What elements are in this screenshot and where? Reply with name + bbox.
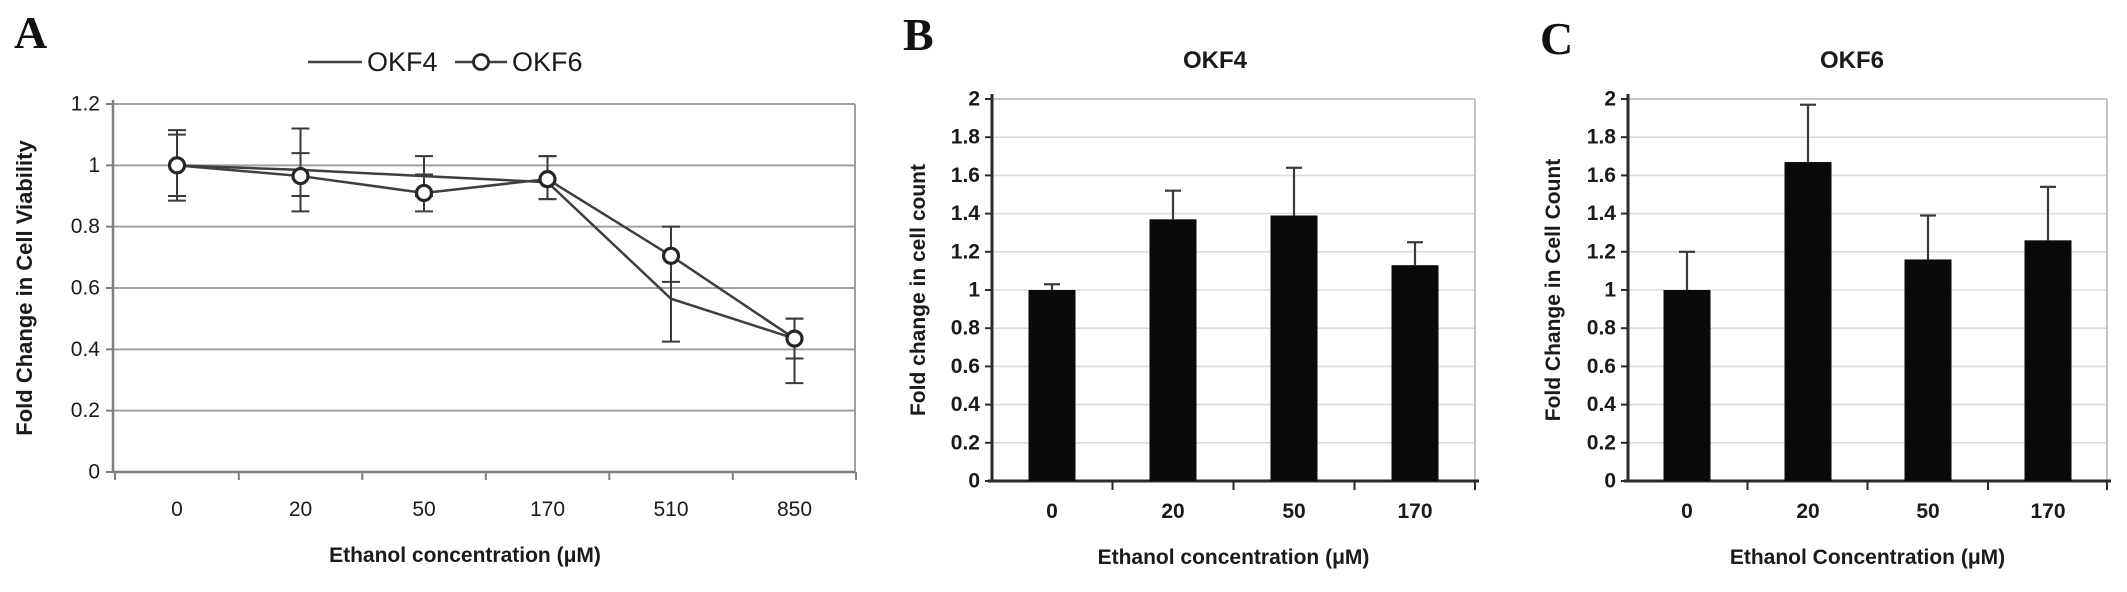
panel-b-letter: B (903, 9, 934, 60)
y-tick-label: 1.6 (951, 164, 980, 187)
x-tick-label: 850 (777, 498, 812, 521)
panel-c-letter: C (1540, 13, 1574, 64)
y-tick-label: 0.6 (951, 355, 980, 378)
chart-title: OKF4 (1183, 47, 1248, 74)
y-tick-label: 1.6 (1587, 164, 1616, 187)
y-tick-label: 1 (968, 279, 980, 302)
y-tick-label: 1.4 (1587, 202, 1617, 225)
bar (2024, 240, 2072, 481)
y-axis-title: Fold Change in Cell Viability (12, 140, 37, 436)
legend-okf6-label: OKF6 (512, 47, 583, 77)
legend: OKF4 OKF6 (308, 47, 583, 77)
bar (1904, 259, 1952, 481)
y-tick-label: 0 (968, 470, 980, 493)
y-tick-label: 0.2 (951, 431, 980, 454)
y-tick-label: 0.8 (71, 215, 100, 238)
data-point-marker (538, 170, 557, 189)
y-tick-label: 1.8 (1587, 126, 1617, 149)
legend-okf4-label: OKF4 (367, 47, 438, 77)
y-tick-label: 0.2 (71, 399, 100, 422)
x-tick-label: 20 (1796, 500, 1819, 523)
y-tick-label: 1.2 (951, 240, 980, 263)
series-line (176, 164, 795, 340)
y-tick-label: 0.4 (951, 393, 981, 416)
y-tick-label: 1.8 (951, 126, 981, 149)
y-tick-label: 0.6 (1587, 355, 1616, 378)
x-axis-title: Ethanol concentration (μM) (329, 544, 601, 567)
y-tick-label: 1.2 (71, 93, 100, 116)
x-tick-label: 0 (171, 498, 183, 521)
x-tick-label: 50 (1282, 500, 1305, 523)
y-tick-label: 1 (88, 154, 100, 177)
x-tick-label: 0 (1681, 500, 1693, 523)
y-tick-label: 0.4 (71, 338, 101, 361)
x-tick-label: 20 (289, 498, 312, 521)
data-point-marker (414, 183, 434, 203)
y-tick-label: 0 (88, 461, 100, 484)
x-tick-label: 170 (1397, 500, 1432, 523)
y-tick-label: 2 (968, 88, 980, 111)
y-tick-label: 0.8 (1587, 317, 1617, 340)
y-tick-label: 2 (1604, 88, 1616, 111)
series-okf6 (167, 133, 804, 360)
x-tick-label: 0 (1046, 500, 1058, 523)
x-tick-label: 50 (1916, 500, 1939, 523)
data-point-marker (661, 246, 681, 265)
series-okf4 (168, 127, 804, 385)
panel-a-line-chart: 0 0.2 0.4 0.6 0.8 1 1.2 0 20 50 170 510 850 Fold Chan… (12, 47, 857, 567)
y-tick-label: 0.8 (951, 317, 981, 340)
y-tick-label: 1 (1604, 279, 1616, 302)
y-tick-label: 0.6 (71, 277, 100, 300)
chart-title: OKF6 (1820, 47, 1884, 74)
y-axis-title: Fold change in cell count (907, 164, 930, 416)
x-tick-label: 170 (530, 498, 565, 521)
bar (1149, 219, 1197, 481)
data-point-marker (291, 166, 310, 186)
legend-okf6-marker-sample (472, 53, 490, 71)
y-tick-label: 0 (1604, 470, 1616, 493)
x-tick-label: 50 (412, 498, 435, 521)
data-point-marker (785, 329, 804, 348)
bar (1663, 290, 1711, 481)
data-point-marker (167, 156, 187, 175)
y-tick-label: 1.2 (1587, 240, 1616, 263)
x-axis-title: Ethanol Concentration (μM) (1730, 546, 2005, 569)
y-tick-label: 0.2 (1587, 431, 1616, 454)
x-axis-title: Ethanol concentration (μM) (1098, 546, 1370, 569)
x-tick-label: 170 (2030, 500, 2065, 523)
panel-a-letter: A (14, 7, 48, 58)
y-tick-label: 0.4 (1587, 393, 1617, 416)
bar (1270, 215, 1318, 481)
bar (1391, 265, 1439, 481)
y-axis-title: Fold Change in Cell Count (1542, 159, 1565, 421)
bar (1028, 290, 1076, 481)
series-line (176, 164, 796, 340)
bar (1784, 162, 1832, 481)
x-tick-label: 20 (1161, 500, 1184, 523)
y-tick-label: 1.4 (951, 202, 981, 225)
x-tick-label: 510 (653, 498, 688, 521)
